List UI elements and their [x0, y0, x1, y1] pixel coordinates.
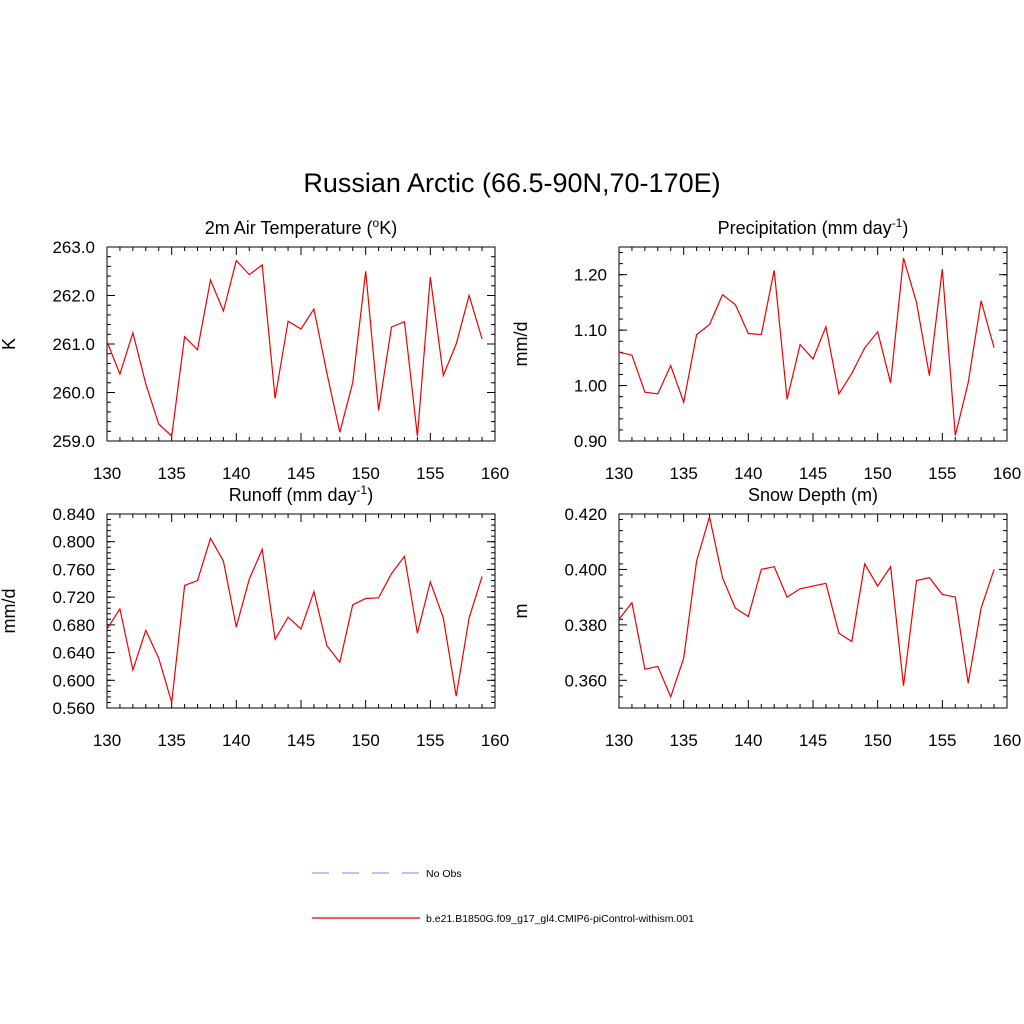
y-axis-label: m — [511, 604, 531, 619]
x-tick-label: 145 — [287, 464, 315, 483]
y-tick-label: 0.380 — [564, 616, 607, 635]
x-tick-label: 130 — [605, 464, 633, 483]
x-tick-label: 155 — [416, 464, 444, 483]
y-tick-label: 259.0 — [52, 432, 95, 451]
x-tick-label: 140 — [222, 731, 250, 750]
y-tick-label: 260.0 — [52, 384, 95, 403]
x-tick-label: 130 — [93, 731, 121, 750]
figure-title: Russian Arctic (66.5-90N,70-170E) — [303, 168, 720, 198]
y-tick-label: 0.640 — [52, 644, 95, 663]
x-tick-label: 150 — [863, 731, 891, 750]
x-tick-label: 150 — [863, 464, 891, 483]
x-tick-label: 145 — [799, 464, 827, 483]
y-tick-label: 0.680 — [52, 616, 95, 635]
x-tick-label: 140 — [222, 464, 250, 483]
x-tick-label: 135 — [669, 731, 697, 750]
y-tick-label: 1.00 — [574, 377, 607, 396]
y-tick-label: 0.420 — [564, 505, 607, 524]
series-line — [106, 536, 483, 703]
x-tick-label: 140 — [734, 731, 762, 750]
panel-title: Runoff (mm day-1) — [229, 483, 373, 505]
panel-1: 259.0 260.0 261.0 262.0 263.0 130 135 140 145 150… — [0, 216, 509, 483]
panel-title: 2m Air Temperature (oK) — [205, 216, 397, 238]
y-tick-label: 0.760 — [52, 560, 95, 579]
x-tick-label: 155 — [416, 731, 444, 750]
x-tick-label: 135 — [157, 464, 185, 483]
y-tick-label: 0.720 — [52, 588, 95, 607]
legend: No Obs b.e21.B1850G.f09_g17_gl4.CMIP6-pi… — [312, 868, 694, 925]
x-tick-label: 140 — [734, 464, 762, 483]
y-tick-label: 0.600 — [52, 671, 95, 690]
y-axis-label: mm/d — [511, 322, 531, 367]
x-tick-label: 135 — [157, 731, 185, 750]
y-tick-label: 1.10 — [574, 321, 607, 340]
panel-3: 0.560 0.600 0.640 0.680 0.720 0.760 0.800 0.840… — [0, 483, 509, 750]
y-tick-label: 1.20 — [574, 266, 607, 285]
x-tick-label: 160 — [481, 731, 509, 750]
x-tick-label: 145 — [287, 731, 315, 750]
y-tick-label: 0.560 — [52, 699, 95, 718]
x-tick-label: 155 — [928, 464, 956, 483]
x-tick-label: 145 — [799, 731, 827, 750]
y-tick-label: 0.400 — [564, 560, 607, 579]
x-tick-label: 135 — [669, 464, 697, 483]
x-tick-label: 155 — [928, 731, 956, 750]
legend-label-no-obs: No Obs — [426, 868, 462, 880]
series-line — [106, 259, 483, 438]
series-line — [618, 257, 995, 436]
y-axis-label: mm/d — [0, 589, 19, 634]
x-tick-label: 160 — [993, 464, 1021, 483]
x-tick-label: 160 — [993, 731, 1021, 750]
x-tick-label: 130 — [93, 464, 121, 483]
legend-label-model-run: b.e21.B1850G.f09_g17_gl4.CMIP6-piControl… — [426, 913, 694, 925]
y-tick-label: 0.90 — [574, 432, 607, 451]
y-tick-label: 0.360 — [564, 671, 607, 690]
x-tick-label: 130 — [605, 731, 633, 750]
panel-title: Precipitation (mm day-1) — [718, 216, 909, 238]
y-tick-label: 261.0 — [52, 335, 95, 354]
y-axis-label: K — [0, 338, 19, 350]
y-tick-label: 262.0 — [52, 287, 95, 306]
panel-title: Snow Depth (m) — [748, 485, 878, 505]
x-tick-label: 150 — [351, 731, 379, 750]
panel-2: 0.90 1.00 1.10 1.20 130 135 140 145 150 155 160 Pre… — [511, 216, 1021, 483]
x-tick-label: 150 — [351, 464, 379, 483]
y-tick-label: 0.840 — [52, 505, 95, 524]
panel-4: 0.360 0.380 0.400 0.420 130 135 140 145 150 155 16… — [511, 485, 1021, 750]
chart-panels: 259.0 260.0 261.0 262.0 263.0 130 135 140 145 150… — [0, 216, 1021, 750]
y-tick-label: 263.0 — [52, 238, 95, 257]
y-tick-label: 0.800 — [52, 533, 95, 552]
x-tick-label: 160 — [481, 464, 509, 483]
series-line — [618, 516, 995, 699]
